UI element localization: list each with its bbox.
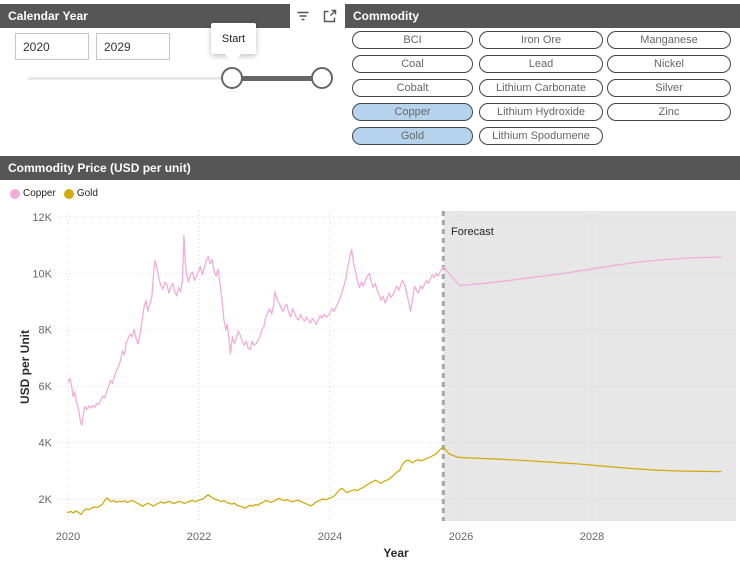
slider-track[interactable] [28, 77, 322, 80]
chart-header: Commodity Price (USD per unit) [0, 156, 740, 180]
commodity-button-lead[interactable]: Lead [479, 55, 603, 73]
y-tick-10K: 10K [32, 268, 52, 280]
commodity-button-lithium-carbonate[interactable]: Lithium Carbonate [479, 79, 603, 97]
slider-active-range[interactable] [232, 76, 322, 81]
legend-label: Copper [23, 188, 56, 199]
x-axis-title: Year [383, 546, 409, 560]
y-tick-8K: 8K [39, 325, 53, 337]
commodity-button-manganese[interactable]: Manganese [607, 31, 731, 49]
end-year-input[interactable] [96, 33, 170, 60]
chart-legend: Copper Gold [10, 188, 106, 199]
chart-title: Commodity Price (USD per unit) [8, 161, 191, 175]
commodity-header: Commodity [345, 4, 740, 28]
start-tooltip: Start [211, 23, 256, 63]
x-tick-2026: 2026 [449, 531, 473, 543]
commodity-button-iron-ore[interactable]: Iron Ore [479, 31, 603, 49]
calendar-year-title: Calendar Year [8, 9, 88, 23]
copper-legend-dot [10, 188, 20, 199]
legend-item-gold[interactable]: Gold [63, 188, 98, 199]
start-year-input[interactable] [15, 33, 89, 60]
commodity-button-copper[interactable]: Copper [352, 103, 473, 121]
commodity-button-bci[interactable]: BCI [352, 31, 473, 49]
y-tick-2K: 2K [39, 494, 53, 506]
filter-icon[interactable] [290, 4, 316, 28]
x-tick-2022: 2022 [187, 531, 211, 543]
focus-mode-icon[interactable] [317, 4, 343, 28]
commodity-button-lithium-spodumene[interactable]: Lithium Spodumene [479, 127, 603, 145]
gold-legend-dot [63, 188, 74, 199]
legend-item-copper[interactable]: Copper [10, 188, 56, 199]
gold-forecast-line [442, 446, 722, 473]
slider-handle-start[interactable] [221, 67, 243, 89]
x-tick-2024: 2024 [318, 531, 342, 543]
x-tick-2020: 2020 [56, 531, 80, 543]
commodity-button-gold[interactable]: Gold [352, 127, 473, 145]
y-tick-12K: 12K [32, 212, 52, 224]
commodity-button-lithium-hydroxide[interactable]: Lithium Hydroxide [479, 103, 603, 121]
commodity-button-cobalt[interactable]: Cobalt [352, 79, 473, 97]
commodity-button-coal[interactable]: Coal [352, 55, 473, 73]
start-tooltip-label: Start [221, 32, 246, 45]
gold-history-line [67, 446, 444, 516]
commodity-title: Commodity [353, 9, 419, 23]
slider-handle-end[interactable] [311, 67, 333, 89]
commodity-button-nickel[interactable]: Nickel [607, 55, 731, 73]
calendar-year-header: Calendar Year [0, 4, 290, 28]
y-axis-title: USD per Unit [18, 330, 32, 404]
legend-label: Gold [76, 188, 98, 199]
forecast-label: Forecast [451, 226, 494, 238]
copper-forecast-line [442, 256, 722, 287]
x-tick-2028: 2028 [580, 531, 604, 543]
tooltip-pointer [224, 53, 242, 63]
commodity-button-silver[interactable]: Silver [607, 79, 731, 97]
commodity-button-zinc[interactable]: Zinc [607, 103, 731, 121]
y-tick-6K: 6K [39, 381, 53, 393]
filter-icon-glyph [297, 11, 309, 21]
focus-mode-icon-glyph [323, 9, 337, 23]
price-chart: 2K 4K 6K 8K 10K 12K 2020 2022 2024 2026 2028 Forec… [18, 211, 736, 560]
y-tick-4K: 4K [39, 437, 53, 449]
copper-history-line [67, 234, 444, 426]
